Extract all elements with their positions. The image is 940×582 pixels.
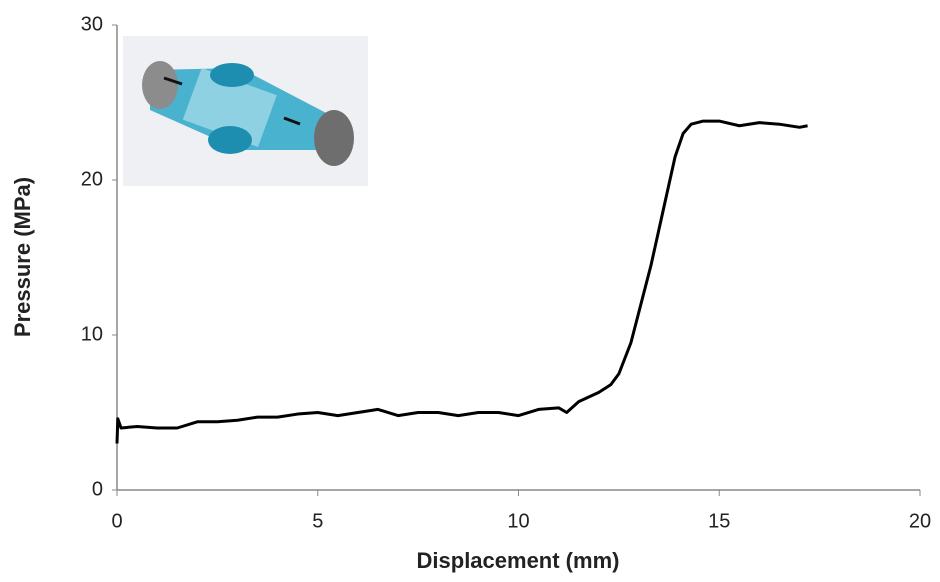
x-tick-label: 20 xyxy=(909,510,931,532)
x-tick-label: 15 xyxy=(708,510,730,532)
y-tick-label: 0 xyxy=(92,478,103,500)
x-tick-label: 5 xyxy=(312,510,323,532)
y-tick-label: 30 xyxy=(81,13,103,35)
y-tick-label: 20 xyxy=(81,168,103,190)
data-line xyxy=(115,119,808,444)
x-tick-label: 10 xyxy=(507,510,529,532)
inset-illustration xyxy=(123,36,368,186)
y-axis-title: Pressure (MPa) xyxy=(10,177,35,337)
y-tick-label: 10 xyxy=(81,323,103,345)
x-tick-label: 0 xyxy=(111,510,122,532)
x-axis-title: Displacement (mm) xyxy=(417,548,620,573)
